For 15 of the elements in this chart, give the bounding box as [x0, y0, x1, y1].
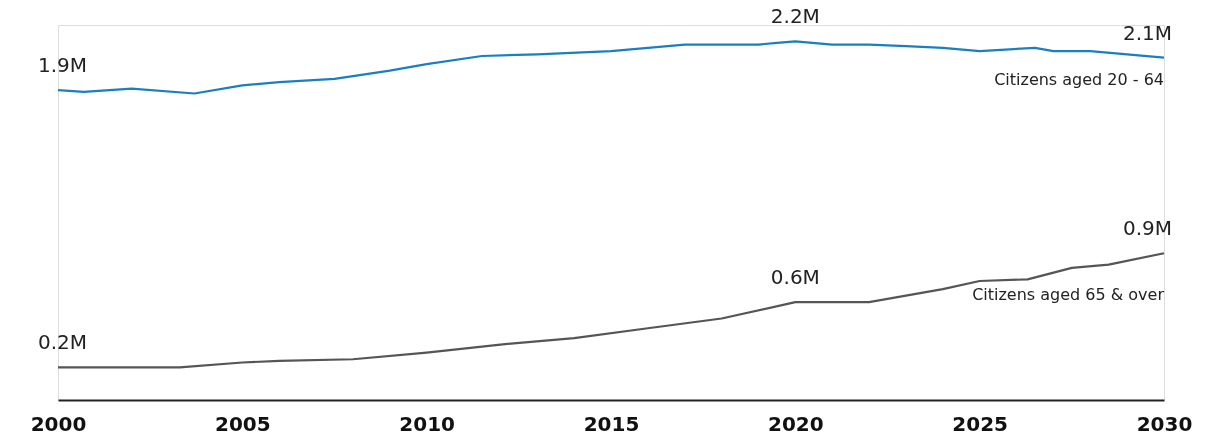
- x-tick-label: 2015: [583, 411, 640, 436]
- x-tick-label: 2005: [215, 411, 271, 436]
- data-label: 1.9M: [38, 53, 88, 78]
- x-tick-label: 2000: [30, 411, 87, 436]
- series-label: Citizens aged 20 - 64: [994, 69, 1164, 89]
- data-label: 2.2M: [770, 4, 820, 29]
- series-label: Citizens aged 65 & over: [972, 285, 1165, 305]
- x-tick-label: 2025: [952, 411, 1008, 436]
- data-label: 2.1M: [1122, 20, 1172, 45]
- x-tick-label: 2020: [768, 411, 824, 436]
- x-tick-label: 2030: [1136, 411, 1193, 436]
- data-label: 0.2M: [38, 330, 88, 355]
- data-label: 0.6M: [770, 265, 820, 290]
- x-tick-label: 2010: [399, 411, 455, 436]
- data-label: 0.9M: [1122, 216, 1172, 241]
